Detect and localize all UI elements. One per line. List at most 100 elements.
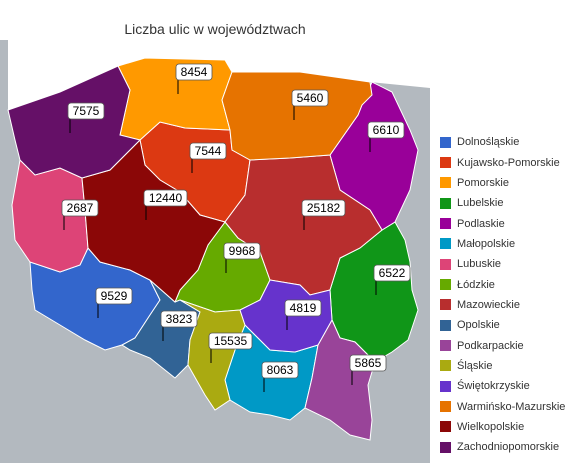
legend-swatch <box>440 258 451 270</box>
region-podkarpackie[interactable] <box>304 318 376 441</box>
legend-label: Zachodniopomorskie <box>457 441 560 454</box>
label-value: 7544 <box>195 144 222 158</box>
legend-swatch <box>440 218 451 230</box>
label-value: 9968 <box>229 244 256 258</box>
legend-label: Mazowieckie <box>457 298 520 311</box>
legend-swatch <box>440 401 451 413</box>
label-box <box>67 102 105 120</box>
legend-item-malopolskie[interactable]: Małopolskie <box>440 234 565 254</box>
legend-item-zachodniopomorskie[interactable]: Zachodniopomorskie <box>440 437 565 457</box>
label-value: 3823 <box>166 312 193 326</box>
legend-label: Pomorskie <box>457 176 509 189</box>
legend-label: Kujawsko-Pomorskie <box>457 156 560 169</box>
legend-label: Dolnośląskie <box>457 136 520 149</box>
labels-layer: 9529 7544 8454 6522 6610 8063 2687 9968 25182 382… <box>61 63 411 392</box>
legend-swatch <box>440 380 451 392</box>
legend-swatch <box>440 136 451 148</box>
legend-label: Warmińsko-Mazurskie <box>457 400 566 413</box>
legend-swatch <box>440 157 451 169</box>
value-label-opolskie: 3823 <box>160 310 198 341</box>
value-label-pomorskie: 8454 <box>175 63 213 94</box>
legend-item-warminsko-mazurskie[interactable]: Warmińsko-Mazurskie <box>440 396 565 416</box>
legend-item-lubelskie[interactable]: Lubelskie <box>440 193 565 213</box>
label-box <box>61 199 99 217</box>
value-label-lubelskie: 6522 <box>373 264 411 295</box>
region-swietokrzyskie[interactable] <box>239 279 333 353</box>
label-value: 5865 <box>355 356 382 370</box>
label-box <box>373 264 411 282</box>
legend-swatch <box>440 238 451 250</box>
legend-swatch <box>440 360 451 372</box>
value-label-zachodniopomorskie: 7575 <box>67 102 105 133</box>
label-value: 2687 <box>67 201 94 215</box>
label-box <box>261 361 299 379</box>
value-label-kujawsko-pomorskie: 7544 <box>189 142 227 173</box>
label-value: 15535 <box>214 334 248 348</box>
legend-item-lodzkie[interactable]: Łódzkie <box>440 274 565 294</box>
legend-item-mazowieckie[interactable]: Mazowieckie <box>440 295 565 315</box>
label-value: 6610 <box>373 123 400 137</box>
label-box <box>95 287 133 305</box>
legend-item-slaskie[interactable]: Śląskie <box>440 356 565 376</box>
label-value: 8454 <box>181 65 208 79</box>
legend-label: Śląskie <box>457 359 493 372</box>
map-legend: Dolnośląskie Kujawsko-Pomorskie Pomorskie L… <box>440 132 565 458</box>
region-wielkopolskie[interactable] <box>81 138 226 303</box>
legend-swatch <box>440 197 451 209</box>
legend-swatch <box>440 319 451 331</box>
legend-item-kujawsko-pomorskie[interactable]: Kujawsko-Pomorskie <box>440 152 565 172</box>
label-box <box>291 89 329 107</box>
legend-item-pomorskie[interactable]: Pomorskie <box>440 173 565 193</box>
legend-item-podkarpackie[interactable]: Podkarpackie <box>440 335 565 355</box>
label-box <box>349 354 387 372</box>
legend-label: Lubelskie <box>457 197 504 210</box>
legend-label: Podlaskie <box>457 217 505 230</box>
value-label-swietokrzyskie: 4819 <box>284 299 322 330</box>
legend-swatch <box>440 340 451 352</box>
label-box <box>223 242 261 260</box>
value-label-mazowieckie: 25182 <box>301 199 346 230</box>
label-box <box>175 63 213 81</box>
legend-label: Małopolskie <box>457 237 516 250</box>
value-label-lodzkie: 9968 <box>223 242 261 273</box>
value-label-wielkopolskie: 12440 <box>143 189 188 220</box>
value-label-warminsko-mazurskie: 5460 <box>291 89 329 120</box>
label-value: 5460 <box>297 91 324 105</box>
label-box <box>367 121 405 139</box>
legend-swatch <box>440 279 451 291</box>
label-box <box>208 332 253 350</box>
legend-swatch <box>440 421 451 433</box>
value-label-dolnoslaskie: 9529 <box>95 287 133 318</box>
legend-item-swietokrzyskie[interactable]: Świętokrzyskie <box>440 376 565 396</box>
legend-item-podlaskie[interactable]: Podlaskie <box>440 213 565 233</box>
legend-label: Wielkopolskie <box>457 420 525 433</box>
value-label-podlaskie: 6610 <box>367 121 405 152</box>
label-value: 9529 <box>101 289 128 303</box>
legend-swatch <box>440 177 451 189</box>
label-box <box>189 142 227 160</box>
legend-label: Opolskie <box>457 319 500 332</box>
region-zachodniopomorskie[interactable] <box>7 65 141 179</box>
value-label-slaskie: 15535 <box>208 332 253 363</box>
label-box <box>284 299 322 317</box>
value-label-podkarpackie: 5865 <box>349 354 387 385</box>
label-value: 12440 <box>149 191 183 205</box>
legend-label: Podkarpackie <box>457 339 524 352</box>
chart-title: Liczba ulic w województwach <box>124 21 306 37</box>
label-box <box>143 189 188 207</box>
legend-item-lubuskie[interactable]: Lubuskie <box>440 254 565 274</box>
value-label-lubuskie: 2687 <box>61 199 99 230</box>
legend-swatch <box>440 441 451 453</box>
baltic-sea <box>8 40 430 112</box>
label-box <box>301 199 346 217</box>
legend-swatch <box>440 299 451 311</box>
legend-item-dolnoslaskie[interactable]: Dolnośląskie <box>440 132 565 152</box>
legend-item-wielkopolskie[interactable]: Wielkopolskie <box>440 417 565 437</box>
label-value: 7575 <box>73 104 100 118</box>
region-warminsko-mazurskie[interactable] <box>221 71 373 161</box>
poland-map: 9529 7544 8454 6522 6610 8063 2687 9968 25182 382… <box>0 40 430 463</box>
label-value: 8063 <box>267 363 294 377</box>
label-value: 25182 <box>307 201 341 215</box>
legend-item-opolskie[interactable]: Opolskie <box>440 315 565 335</box>
